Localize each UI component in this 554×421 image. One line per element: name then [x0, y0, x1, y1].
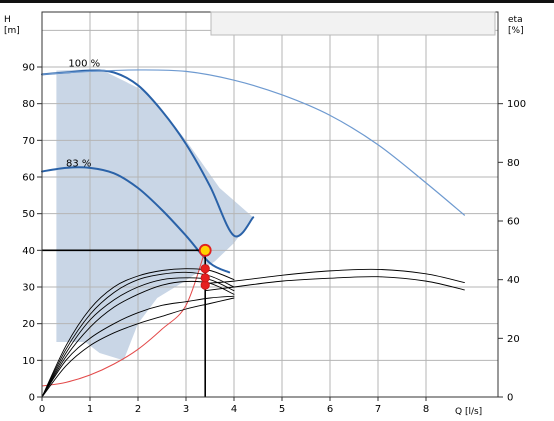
- y-right-tick-label: 20: [507, 334, 520, 345]
- x-tick-label: 6: [327, 404, 333, 415]
- y-left-tick-label: 20: [22, 319, 35, 330]
- series-line-thin-11: [204, 276, 465, 292]
- x-tick-label: 0: [39, 404, 45, 415]
- x-tick-label: 4: [231, 404, 237, 415]
- y-right-tick-label: 0: [507, 393, 513, 404]
- y-right-tick-label: 60: [507, 217, 520, 228]
- curve-label-1: 83 %: [66, 159, 91, 170]
- y-left-tick-label: 80: [22, 99, 35, 110]
- y-right-tick-label: 100: [507, 99, 526, 110]
- series-line-thin-9: [41, 297, 235, 398]
- y-right-label: eta: [508, 15, 523, 25]
- curve-label-0: 100 %: [68, 58, 100, 69]
- y-left-tick-label: 0: [29, 393, 35, 404]
- y-left-tick-label: 90: [22, 63, 35, 74]
- y-left-label: H: [4, 15, 11, 25]
- y-left-tick-label: 30: [22, 283, 35, 294]
- x-tick-label: 5: [279, 404, 285, 415]
- series-line-pump-0: [41, 69, 255, 238]
- x-tick-label: 2: [135, 404, 141, 415]
- red-points: [200, 264, 210, 290]
- curve-labels: 100 % 83 %: [66, 58, 100, 169]
- y-right-tick-label: 80: [507, 158, 520, 169]
- y-right-tick-label: 40: [507, 275, 520, 286]
- operating-point-marker: [198, 243, 212, 257]
- series-line-eta-2: [41, 69, 465, 216]
- axis-ticks: [37, 66, 503, 401]
- x-tick-label: 3: [183, 404, 189, 415]
- series-line-thin-10: [204, 268, 465, 284]
- series-line-thin-8: [41, 295, 235, 398]
- x-tick-label: 1: [87, 404, 93, 415]
- operating-point-marker-group: [198, 243, 212, 257]
- red-point-2: [200, 264, 210, 274]
- series-line-system-3: [41, 249, 206, 387]
- y-left-tick-label: 60: [22, 173, 35, 184]
- y-left-tick-label: 50: [22, 209, 35, 220]
- y-right-unit: [%]: [508, 26, 524, 36]
- x-axis-label: Q [l/s]: [455, 407, 482, 417]
- y-left-tick-label: 10: [22, 356, 35, 367]
- y-left-unit: [m]: [4, 26, 20, 36]
- y-left-tick-label: 70: [22, 136, 35, 147]
- legend-box: [210, 11, 496, 36]
- x-tick-label: 7: [375, 404, 381, 415]
- y-left-tick-label: 40: [22, 246, 35, 257]
- x-tick-label: 8: [423, 404, 429, 415]
- red-point-1: [200, 273, 210, 283]
